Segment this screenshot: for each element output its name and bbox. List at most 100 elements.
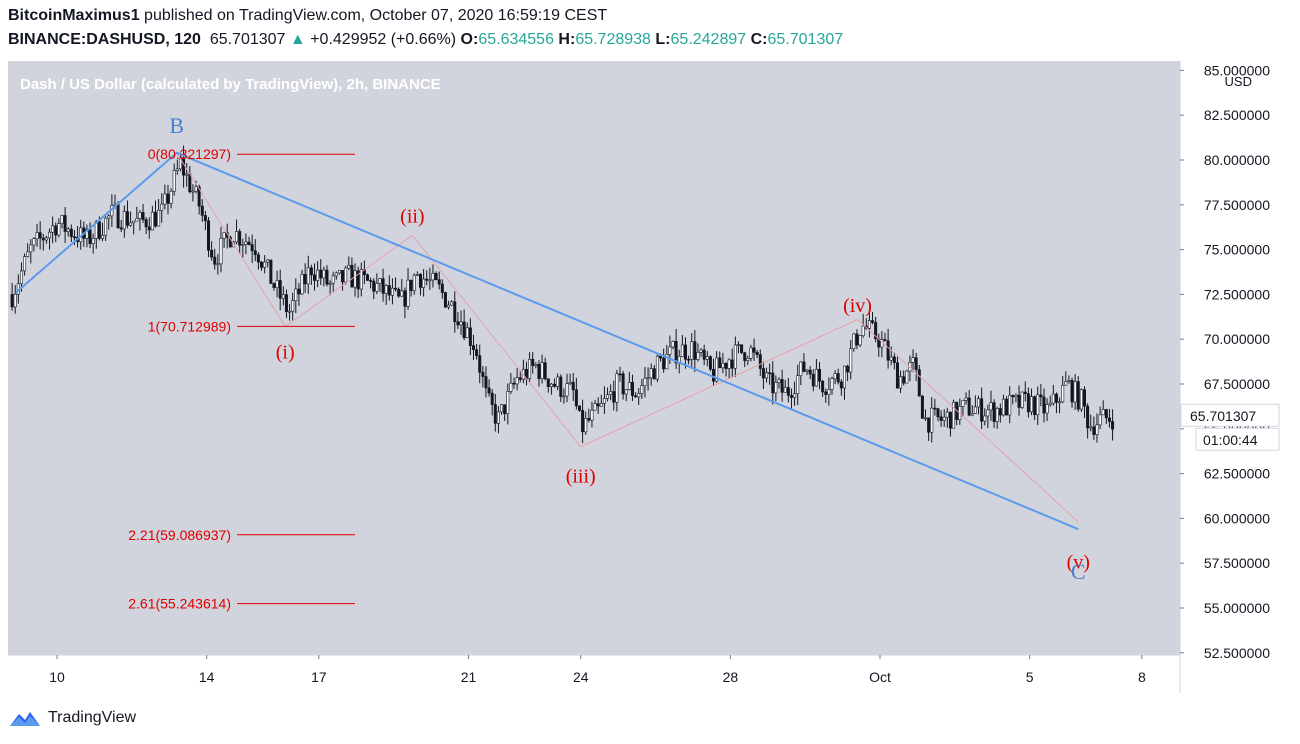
candle-body [297,288,301,295]
candle-body [331,275,335,284]
candle-body [1039,394,1043,398]
candle-body [568,381,572,384]
candle-body [188,173,192,193]
candle-body [643,377,647,386]
candle-body [238,231,242,246]
candle-body [1036,394,1040,416]
candle-body [627,382,631,390]
candle-body [1076,381,1080,410]
candle-body [309,267,313,276]
candle-body [269,259,273,284]
y-tick-label: 62.500000 [1204,466,1270,482]
candle-body [175,168,179,171]
symbol-line: BINANCE:DASHUSD, 120 65.701307 ▲ +0.4299… [8,31,843,49]
candle-body [244,241,248,245]
wave-label: (iii) [566,465,596,487]
candle-body [116,203,120,229]
candle-body [671,341,675,348]
candle-body [450,301,454,306]
candle-body [312,274,316,281]
candle-body [920,395,924,419]
last-price-tag: 65.701307 01:00:44 [1180,403,1280,451]
candle-body [375,283,379,292]
candle-body [802,361,806,372]
candle-body [606,394,610,399]
candle-body [833,373,837,379]
candle-body [294,288,298,302]
candle-body [743,352,747,361]
candle-body [471,345,475,350]
plot-area[interactable] [8,61,1180,655]
footer-brand[interactable]: TradingView [8,708,136,728]
candle-body [300,273,304,295]
candle-body [1101,409,1105,416]
close-value: 65.701307 [767,31,844,48]
candle-body [587,418,591,421]
candle-body [397,288,401,297]
y-tick-label: 85.000000 [1204,62,1270,78]
candle-body [690,341,694,360]
author-name[interactable]: BitcoinMaximus1 [8,7,140,24]
candle-body [478,355,482,373]
price-axis[interactable]: 85.000000 82.500000 80.000000 77.500000 75.0… [1180,62,1270,661]
wave-label: (v) [1067,551,1090,573]
candle-series [10,145,1115,444]
candle-body [132,220,136,224]
candle-body [32,238,36,246]
y-tick-label: 55.000000 [1204,600,1270,616]
y-tick-label: 75.000000 [1204,242,1270,258]
candle-body [390,287,394,296]
candle-body [19,270,23,285]
candle-body [733,344,737,369]
candle-body [172,170,176,192]
candle-body [799,361,803,376]
candle-body [48,231,52,239]
candle-body [256,254,260,263]
y-tick-label: 77.500000 [1204,197,1270,213]
candle-body [69,228,73,238]
candle-body [774,382,778,394]
candle-body [425,278,429,281]
candle-body [708,356,712,370]
candle-body [1111,421,1115,430]
candle-body [509,382,513,392]
publish-line: BitcoinMaximus1 published on TradingView… [8,7,607,25]
chart-title: Dash / US Dollar (calculated by TradingV… [20,76,441,93]
candle-body [459,321,463,326]
candle-body [337,270,341,274]
candle-body [500,404,504,413]
time-axis[interactable]: 10 14 17 21 24 28 Oct 5 8 [49,655,1146,685]
x-tick-label: 17 [311,669,327,685]
wave-label: C [1071,559,1086,584]
candle-body [989,402,993,411]
candle-body [609,391,613,396]
candle-body [1020,391,1024,408]
candle-body [1067,380,1071,382]
candle-body [26,251,30,257]
candle-body [652,368,656,380]
candle-body [13,293,17,308]
candle-body [805,369,809,372]
candle-body [1070,380,1074,403]
currency-label: USD [1225,74,1252,89]
high-label: H: [558,31,576,48]
candle-body [693,341,697,360]
candle-body [543,362,547,380]
candle-body [1098,414,1102,426]
candle-body [886,340,890,361]
candle-body [740,344,744,353]
candle-body [213,256,217,265]
candle-body [54,225,58,236]
candle-body [169,190,173,204]
x-tick-label: 14 [199,669,215,685]
candle-body [630,382,634,397]
candle-body [846,365,850,373]
candle-body [615,373,619,403]
candle-body [1058,401,1062,404]
candle-body [443,292,447,308]
candle-body [556,376,560,387]
candle-body [468,327,472,346]
candle-body [1064,381,1068,386]
candle-body [431,273,435,281]
